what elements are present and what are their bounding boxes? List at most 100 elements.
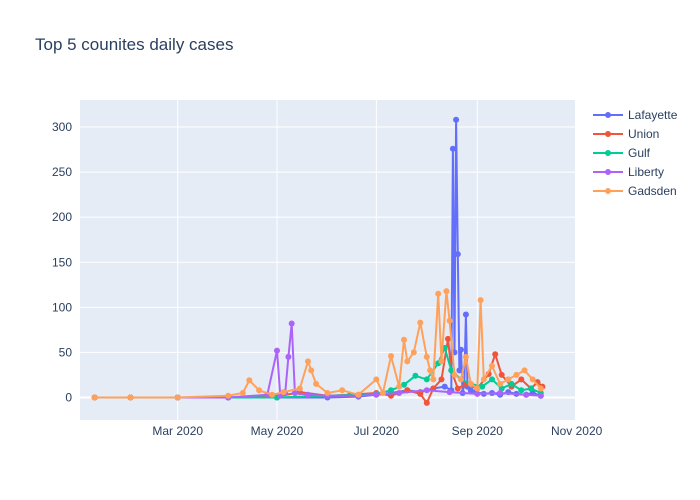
data-point [454, 385, 461, 392]
data-point [239, 390, 246, 396]
data-point [505, 376, 512, 383]
data-point [423, 353, 430, 360]
data-point [225, 392, 232, 399]
data-point [528, 385, 534, 392]
data-point [305, 358, 311, 365]
data-point [296, 385, 303, 392]
x-axis-ticks: Mar 2020 May 2020 Jul 2020 Sep 2020 Nov 2020 [152, 424, 602, 438]
data-point [404, 358, 411, 365]
data-point [373, 376, 380, 383]
data-point [246, 377, 253, 384]
data-point [417, 319, 424, 326]
legend-label: Liberty [628, 165, 664, 179]
data-point [423, 399, 430, 406]
data-point [458, 376, 464, 383]
legend-item-lafayette[interactable]: Lafayette [593, 108, 678, 122]
data-point [280, 389, 287, 396]
chart-title: Top 5 counites daily cases [35, 35, 233, 54]
data-point [410, 349, 417, 356]
x-tick-label: Jul 2020 [354, 424, 400, 438]
data-point [308, 367, 315, 374]
data-point [537, 385, 544, 392]
data-point [456, 367, 463, 374]
data-point [438, 358, 445, 365]
data-point [417, 390, 424, 397]
legend-marker [605, 131, 611, 137]
data-point [427, 367, 434, 374]
data-point [443, 288, 450, 295]
data-point [423, 387, 430, 394]
legend-item-gadsden[interactable]: Gadsden [593, 184, 677, 198]
data-point [401, 336, 407, 343]
data-point [498, 385, 505, 392]
legend-label: Gulf [628, 146, 651, 160]
x-tick-label: May 2020 [251, 424, 304, 438]
data-point [489, 376, 495, 383]
data-point [492, 351, 499, 358]
data-point [462, 353, 469, 360]
x-tick-label: Nov 2020 [551, 424, 603, 438]
legend-item-liberty[interactable]: Liberty [593, 165, 664, 179]
data-point [518, 376, 525, 383]
data-point [127, 394, 134, 401]
legend-marker [605, 112, 611, 118]
data-point [339, 387, 346, 394]
data-point [453, 116, 460, 123]
x-tick-label: Mar 2020 [152, 424, 203, 438]
legend[interactable]: Lafayette Union Gulf Liberty Gadsden [593, 108, 678, 198]
legend-marker [605, 188, 611, 194]
series-line-liberty [94, 322, 541, 399]
data-point [462, 311, 469, 318]
legend-marker [605, 169, 611, 175]
y-tick-label: 200 [52, 210, 72, 224]
data-point [508, 380, 515, 387]
data-point [479, 383, 486, 390]
data-point [373, 391, 380, 398]
data-point [435, 290, 442, 297]
legend-item-gulf[interactable]: Gulf [593, 146, 651, 160]
data-point [451, 371, 458, 378]
data-point [474, 385, 481, 392]
y-tick-label: 100 [52, 300, 72, 314]
data-point [388, 353, 394, 359]
data-point [513, 371, 520, 378]
data-point [396, 383, 403, 390]
data-point [497, 390, 504, 396]
data-point [441, 383, 448, 390]
data-point [449, 145, 456, 152]
legend-label: Gadsden [628, 184, 677, 198]
series-layer [91, 116, 546, 406]
data-point [467, 387, 474, 394]
legend-marker [605, 150, 611, 156]
data-point [288, 320, 295, 327]
data-point [174, 394, 181, 401]
data-point [474, 390, 481, 397]
data-point [477, 297, 484, 304]
data-point [446, 317, 453, 324]
data-point [458, 346, 464, 353]
data-point [446, 389, 453, 396]
y-axis-ticks: 0 50 100 150 200 250 300 [52, 120, 72, 404]
y-tick-label: 300 [52, 120, 72, 134]
data-point [521, 367, 528, 374]
data-point [467, 380, 474, 387]
data-point [91, 394, 98, 401]
y-tick-label: 50 [59, 345, 73, 359]
legend-item-union[interactable]: Union [593, 127, 659, 141]
data-point [396, 390, 403, 396]
data-point [480, 376, 487, 383]
y-tick-label: 0 [65, 390, 72, 404]
data-point [379, 390, 386, 396]
data-point [454, 251, 461, 258]
data-point [324, 390, 331, 396]
data-point [498, 371, 505, 378]
data-point [537, 392, 544, 399]
y-tick-label: 250 [52, 165, 72, 179]
series-gadsden [91, 288, 544, 401]
data-point [355, 391, 362, 398]
data-point [430, 376, 437, 383]
x-tick-label: Sep 2020 [452, 424, 504, 438]
legend-label: Lafayette [628, 108, 678, 122]
data-point [529, 376, 536, 383]
data-point [489, 362, 495, 369]
